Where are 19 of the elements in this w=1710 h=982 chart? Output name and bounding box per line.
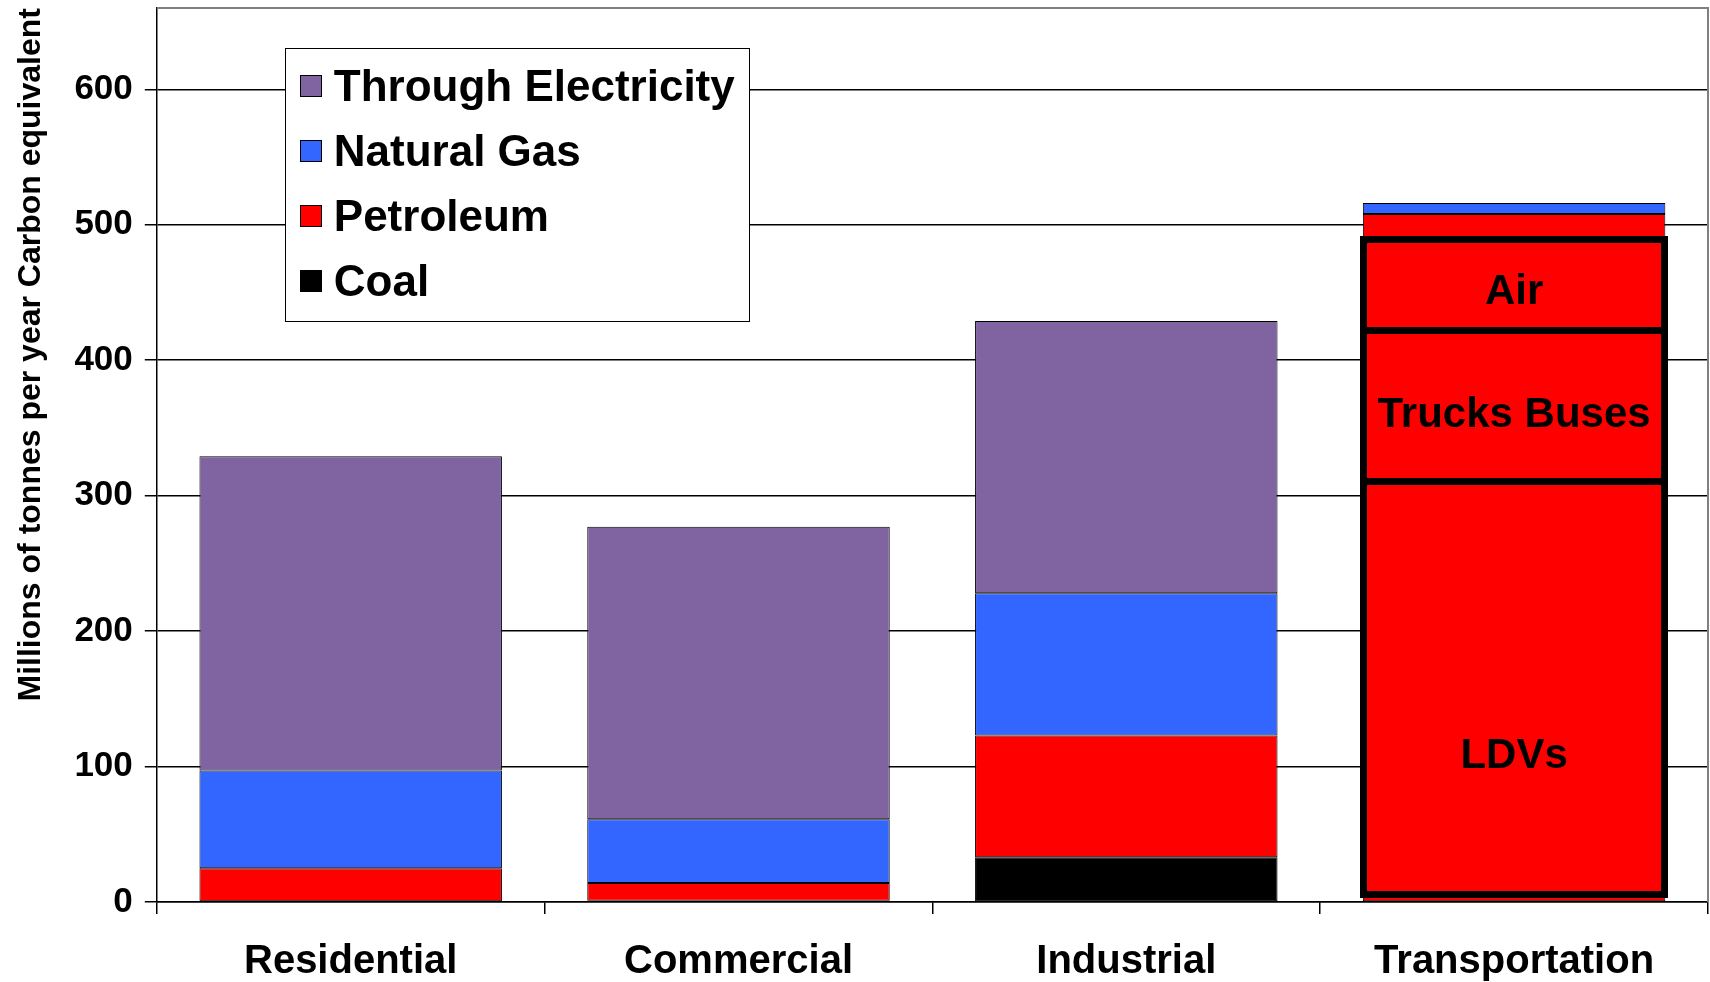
y-axis-title: Millions of tonnes per year Carbon equivalent bbox=[11, 7, 48, 702]
annotation: LDVs bbox=[1460, 729, 1568, 777]
annotation: Air bbox=[1484, 265, 1544, 313]
y-tick-label: 500 bbox=[74, 202, 133, 242]
y-tick-label: 100 bbox=[74, 744, 133, 784]
legend-label: Coal bbox=[333, 255, 430, 306]
y-tick-label: 600 bbox=[74, 66, 133, 106]
x-tick-label: Industrial bbox=[1036, 937, 1217, 982]
annotation: Trucks Buses bbox=[1377, 388, 1651, 436]
legend-label: Through Electricity bbox=[333, 60, 735, 111]
x-tick-label: Commercial bbox=[624, 937, 853, 982]
y-tick-label: 200 bbox=[74, 608, 133, 648]
x-tick-label: Transportation bbox=[1374, 937, 1655, 982]
y-tick-label: 300 bbox=[74, 473, 133, 513]
y-tick-label: 400 bbox=[74, 337, 133, 377]
legend-label: Petroleum bbox=[333, 190, 549, 241]
legend-label: Natural Gas bbox=[333, 125, 581, 176]
x-tick-label: Residential bbox=[243, 937, 458, 982]
y-tick-label: 0 bbox=[113, 879, 133, 919]
